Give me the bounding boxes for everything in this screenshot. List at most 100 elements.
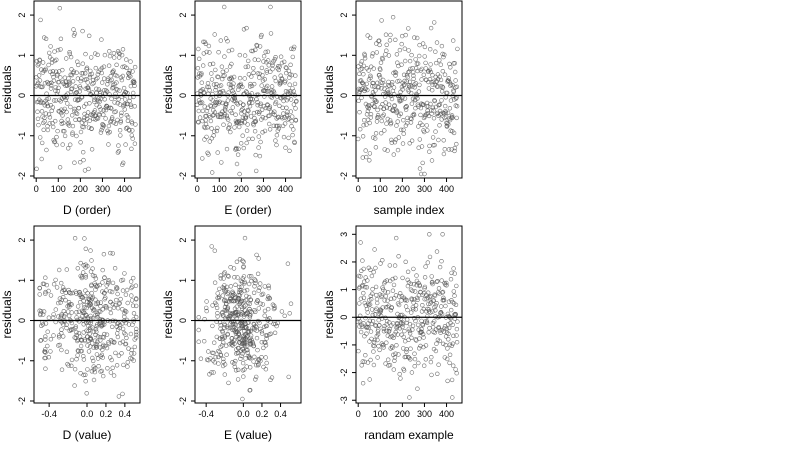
data-point (43, 66, 48, 72)
data-point (232, 125, 237, 130)
data-point (58, 75, 63, 80)
data-point (428, 101, 433, 107)
data-point (68, 104, 73, 110)
data-point (231, 74, 237, 80)
data-point (432, 293, 438, 298)
data-point (130, 136, 135, 141)
data-point (36, 73, 42, 78)
data-point (57, 5, 62, 11)
data-point (390, 79, 395, 85)
data-point (447, 106, 453, 111)
data-point (419, 77, 424, 82)
data-point (267, 104, 273, 109)
data-point (427, 149, 432, 154)
data-point (399, 41, 404, 47)
y-axis-label: residuals (161, 65, 175, 113)
data-point (429, 372, 434, 378)
data-point (401, 334, 406, 340)
plot-frame (194, 225, 302, 404)
data-point (233, 282, 238, 287)
data-point (391, 85, 397, 90)
data-point (241, 264, 246, 269)
data-point (367, 151, 373, 156)
data-point (257, 153, 263, 159)
data-point (275, 128, 280, 133)
data-point (376, 85, 381, 90)
data-point (385, 298, 390, 303)
data-point (384, 328, 389, 334)
data-point (223, 301, 229, 307)
data-point (420, 41, 426, 46)
data-point (247, 315, 253, 320)
data-point (114, 286, 120, 291)
data-point (95, 356, 101, 361)
data-point (204, 308, 209, 314)
data-point (375, 329, 381, 334)
data-point (418, 105, 424, 111)
data-point (290, 114, 295, 119)
data-point (417, 336, 422, 341)
data-point (72, 367, 78, 372)
data-point (362, 284, 368, 290)
data-point (83, 51, 88, 57)
data-point (204, 113, 209, 119)
data-point (198, 356, 204, 361)
data-point (109, 357, 114, 363)
data-point (195, 102, 200, 108)
data-point (430, 72, 435, 78)
data-point (95, 301, 101, 306)
data-point (402, 96, 408, 101)
data-point (454, 333, 459, 338)
data-point (82, 305, 87, 310)
data-point (253, 323, 258, 329)
data-point (212, 360, 217, 365)
data-point (391, 152, 396, 157)
data-point (384, 42, 389, 47)
data-point (236, 292, 241, 298)
data-point (256, 111, 262, 116)
data-point (212, 129, 217, 134)
data-point (252, 284, 257, 289)
data-point (119, 77, 125, 83)
data-point (195, 119, 201, 125)
data-point (131, 317, 136, 322)
data-point (238, 348, 244, 353)
data-point (259, 340, 264, 345)
data-point (242, 235, 248, 241)
data-point (222, 308, 228, 313)
data-point (258, 301, 263, 306)
data-point (81, 104, 87, 109)
data-point (92, 51, 98, 56)
data-point (116, 50, 122, 56)
data-point (423, 66, 428, 71)
data-point (117, 102, 123, 107)
data-point (441, 151, 447, 157)
data-point (430, 87, 435, 93)
data-point (287, 82, 292, 87)
data-point (119, 52, 125, 58)
data-point (110, 280, 116, 286)
data-point (286, 135, 291, 141)
data-point (293, 118, 299, 123)
data-point (37, 135, 43, 140)
data-point (260, 302, 266, 307)
data-point (261, 345, 266, 351)
data-point (450, 115, 455, 120)
data-point (114, 331, 120, 336)
data-point (254, 168, 259, 174)
data-point (428, 25, 434, 31)
data-point (267, 113, 272, 118)
data-point (430, 309, 435, 314)
data-point (40, 312, 46, 317)
data-point (264, 333, 270, 338)
data-point (293, 73, 298, 78)
data-point (365, 310, 370, 315)
data-point (451, 130, 457, 136)
data-point (85, 334, 90, 339)
data-point (38, 338, 44, 343)
data-point (270, 66, 275, 72)
y-tick-label: -1 (178, 132, 188, 140)
data-point (394, 123, 399, 128)
data-point (93, 76, 99, 82)
